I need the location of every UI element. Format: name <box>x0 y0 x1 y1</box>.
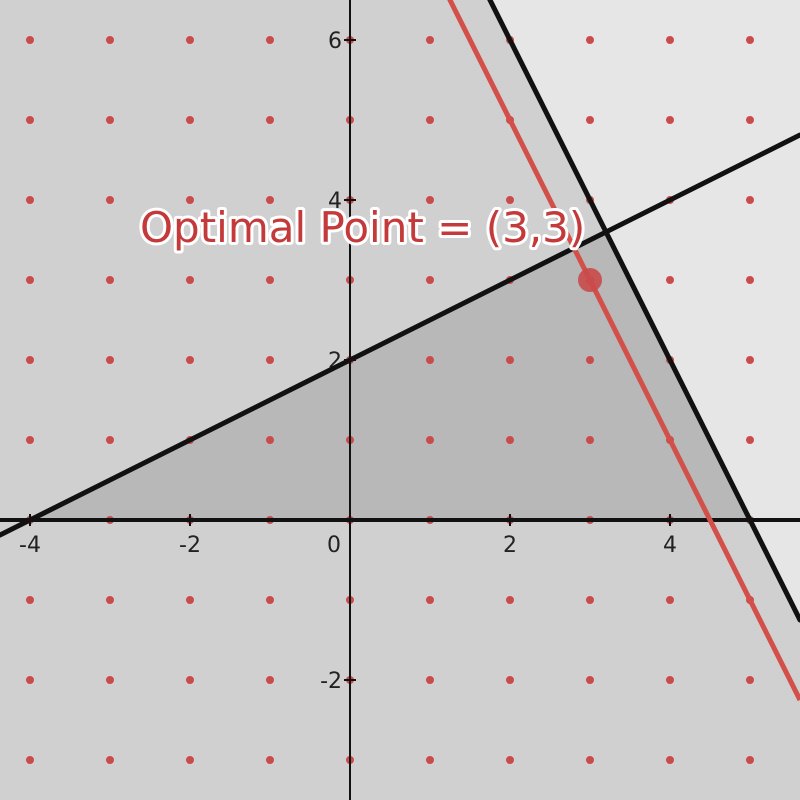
lattice-point <box>666 596 674 604</box>
lattice-point <box>186 676 194 684</box>
lattice-point <box>186 356 194 364</box>
x-tick-label: 2 <box>503 533 517 558</box>
y-tick-label: -2 <box>320 669 342 694</box>
lattice-point <box>26 756 34 764</box>
y-tick-label: 6 <box>328 29 342 54</box>
lattice-point <box>26 356 34 364</box>
lattice-point <box>506 436 514 444</box>
lattice-point <box>506 756 514 764</box>
lattice-point <box>106 596 114 604</box>
lattice-point <box>426 356 434 364</box>
x-tick-label: 0 <box>327 533 341 558</box>
lattice-point <box>266 276 274 284</box>
lattice-point <box>186 276 194 284</box>
lattice-point <box>266 36 274 44</box>
lattice-point <box>746 196 754 204</box>
lattice-point <box>106 356 114 364</box>
lattice-point <box>426 756 434 764</box>
lattice-point <box>586 356 594 364</box>
lattice-point <box>186 36 194 44</box>
lattice-point <box>666 36 674 44</box>
lattice-point <box>186 596 194 604</box>
lattice-point <box>586 756 594 764</box>
lattice-point <box>266 356 274 364</box>
lattice-point <box>266 676 274 684</box>
optimal-point-label: Optimal Point = (3,3) <box>140 203 585 252</box>
lattice-point <box>106 436 114 444</box>
lattice-point <box>266 436 274 444</box>
lattice-point <box>426 596 434 604</box>
lattice-point <box>746 116 754 124</box>
lattice-point <box>666 676 674 684</box>
lattice-point <box>26 276 34 284</box>
lattice-point <box>26 676 34 684</box>
lattice-point <box>26 436 34 444</box>
lattice-point <box>746 276 754 284</box>
lattice-point <box>746 36 754 44</box>
optimal-point-marker[interactable] <box>578 268 602 292</box>
lattice-point <box>266 116 274 124</box>
lattice-point <box>746 676 754 684</box>
lattice-point <box>26 596 34 604</box>
lattice-point <box>746 436 754 444</box>
lattice-point <box>586 676 594 684</box>
lattice-point <box>426 36 434 44</box>
lattice-point <box>186 116 194 124</box>
lattice-point <box>26 36 34 44</box>
lattice-point <box>586 36 594 44</box>
lattice-point <box>106 676 114 684</box>
lattice-point <box>666 276 674 284</box>
lattice-point <box>506 676 514 684</box>
lattice-point <box>426 676 434 684</box>
lattice-point <box>746 756 754 764</box>
x-tick-label: 4 <box>663 533 677 558</box>
lattice-point <box>426 276 434 284</box>
x-tick-label: -4 <box>19 533 41 558</box>
lattice-point <box>426 436 434 444</box>
lattice-point <box>506 596 514 604</box>
lattice-point <box>746 356 754 364</box>
x-tick-label: -2 <box>179 533 201 558</box>
lattice-point <box>266 756 274 764</box>
lattice-point <box>106 196 114 204</box>
lattice-point <box>586 436 594 444</box>
lattice-point <box>586 596 594 604</box>
lattice-point <box>186 756 194 764</box>
lattice-point <box>666 116 674 124</box>
lattice-point <box>106 756 114 764</box>
lattice-point <box>586 116 594 124</box>
lattice-point <box>106 276 114 284</box>
lattice-point <box>106 116 114 124</box>
lattice-point <box>266 596 274 604</box>
lattice-point <box>26 116 34 124</box>
lattice-point <box>106 36 114 44</box>
lattice-point <box>506 356 514 364</box>
lattice-point <box>666 756 674 764</box>
lattice-point <box>426 116 434 124</box>
lattice-point <box>26 196 34 204</box>
